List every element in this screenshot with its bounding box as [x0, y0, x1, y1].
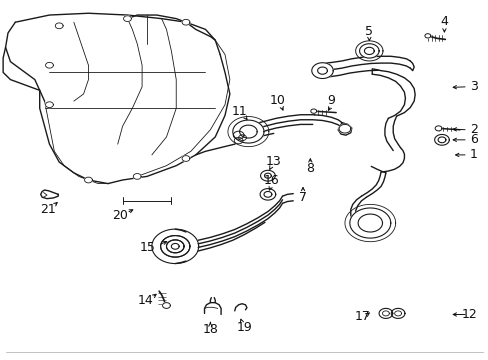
Text: 13: 13 — [265, 155, 281, 168]
Polygon shape — [390, 309, 404, 319]
Text: 17: 17 — [354, 310, 370, 324]
Text: 21: 21 — [41, 203, 56, 216]
Polygon shape — [123, 16, 131, 22]
Polygon shape — [161, 235, 189, 257]
Text: 1: 1 — [469, 148, 477, 161]
Text: 3: 3 — [469, 80, 477, 93]
Polygon shape — [349, 208, 390, 238]
Polygon shape — [182, 156, 189, 161]
Text: 9: 9 — [326, 94, 335, 107]
Polygon shape — [378, 309, 392, 319]
Polygon shape — [232, 120, 264, 143]
Polygon shape — [311, 63, 332, 78]
Polygon shape — [84, 177, 92, 183]
Polygon shape — [260, 170, 275, 181]
Text: 18: 18 — [202, 323, 218, 336]
Polygon shape — [338, 125, 350, 133]
Polygon shape — [310, 109, 316, 113]
Text: 8: 8 — [305, 162, 314, 175]
Polygon shape — [45, 62, 53, 68]
Polygon shape — [133, 174, 141, 179]
Text: 16: 16 — [263, 174, 279, 187]
Polygon shape — [55, 23, 63, 29]
Polygon shape — [434, 126, 441, 131]
Polygon shape — [166, 240, 183, 253]
Text: 5: 5 — [365, 25, 372, 38]
Polygon shape — [424, 34, 430, 38]
Polygon shape — [182, 19, 189, 25]
Text: 7: 7 — [298, 191, 306, 204]
Polygon shape — [234, 137, 243, 144]
Polygon shape — [434, 134, 448, 145]
Text: 20: 20 — [112, 209, 128, 222]
Text: 11: 11 — [231, 105, 247, 118]
Text: 2: 2 — [469, 123, 477, 136]
Polygon shape — [238, 135, 246, 140]
Text: 4: 4 — [440, 15, 447, 28]
Polygon shape — [260, 189, 275, 200]
Polygon shape — [152, 229, 198, 264]
Polygon shape — [359, 44, 378, 58]
Text: 12: 12 — [461, 308, 477, 321]
Text: 19: 19 — [236, 320, 252, 333]
Text: 15: 15 — [140, 241, 156, 254]
Polygon shape — [162, 303, 170, 309]
Polygon shape — [233, 131, 244, 139]
Polygon shape — [45, 102, 53, 108]
Text: 14: 14 — [138, 294, 154, 307]
Text: 10: 10 — [269, 94, 285, 107]
Text: 6: 6 — [469, 133, 477, 146]
